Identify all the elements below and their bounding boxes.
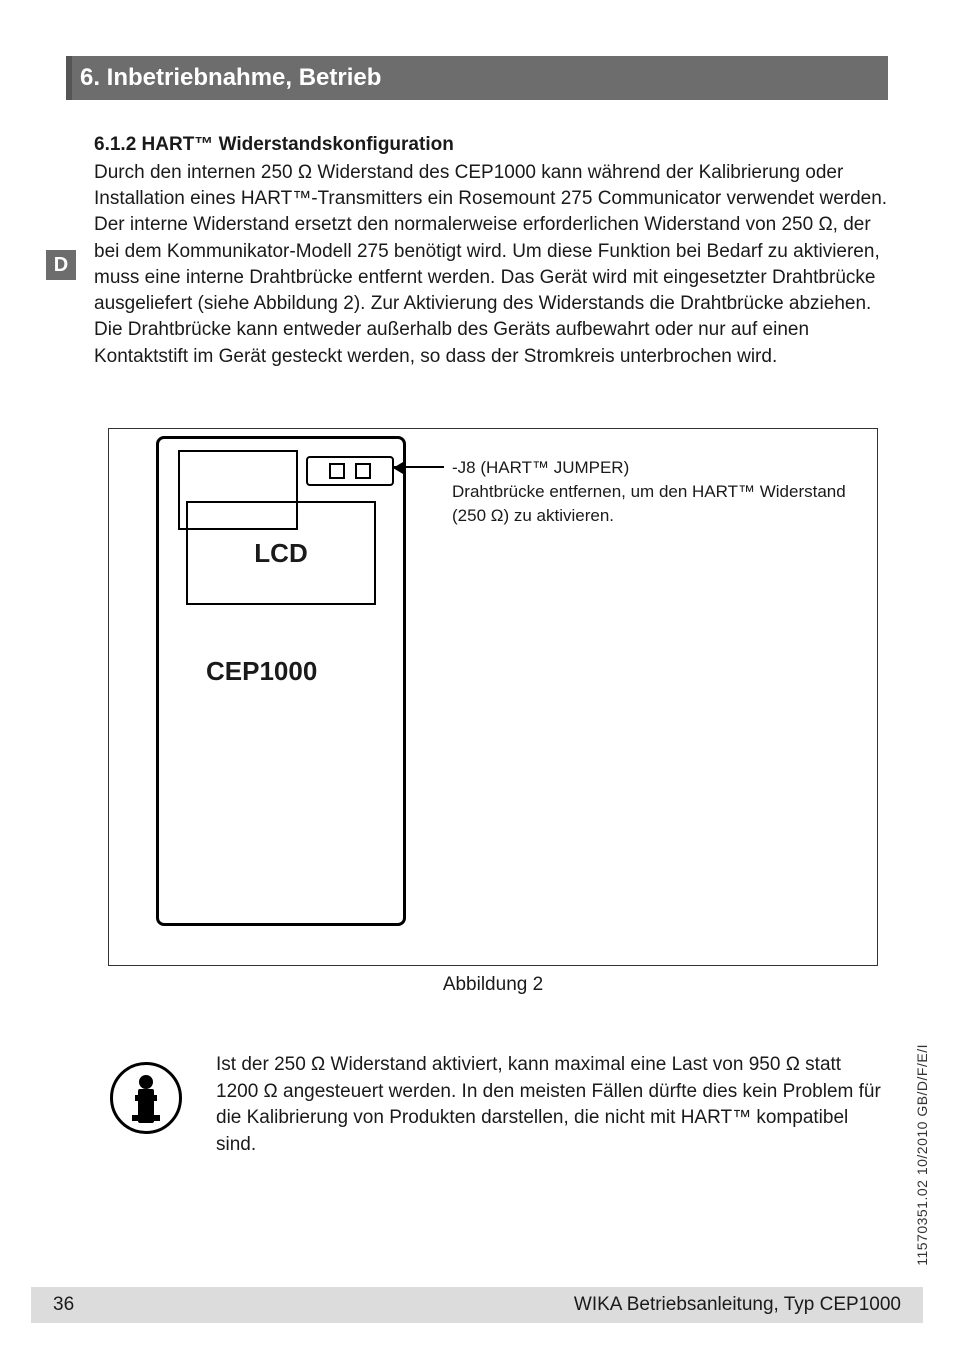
document-code-sidebar: 11570351.02 10/2010 GB/D/F/E/I xyxy=(914,1044,930,1266)
page-number: 36 xyxy=(53,1294,74,1316)
device-label: CEP1000 xyxy=(206,656,317,687)
figure-caption: Abbildung 2 xyxy=(108,974,878,996)
jumper-pin-2 xyxy=(355,463,371,479)
info-note-text: Ist der 250 Ω Widerstand aktiviert, kann… xyxy=(216,1052,886,1158)
info-icon xyxy=(110,1062,182,1134)
heading-accent xyxy=(66,56,72,100)
jumper-callout-text: -J8 (HART™ JUMPER) Drahtbrücke entfernen… xyxy=(452,456,862,527)
lcd-box: LCD xyxy=(186,501,376,605)
jumper-line-1: -J8 (HART™ JUMPER) xyxy=(452,456,862,480)
jumper-line-2: Drahtbrücke entfernen, um den HART™ Wide… xyxy=(452,480,862,528)
lcd-label: LCD xyxy=(254,538,307,569)
footer-text: WIKA Betriebsanleitung, Typ CEP1000 xyxy=(574,1294,901,1316)
body-paragraph: Durch den internen 250 Ω Widerstand des … xyxy=(94,160,888,370)
page-footer: 36 WIKA Betriebsanleitung, Typ CEP1000 xyxy=(31,1287,923,1323)
language-badge-text: D xyxy=(54,254,68,277)
jumper-pin-1 xyxy=(329,463,345,479)
section-heading-bar: 6. Inbetriebnahme, Betrieb xyxy=(66,56,888,100)
language-badge: D xyxy=(46,250,76,280)
section-heading-text: 6. Inbetriebnahme, Betrieb xyxy=(80,64,381,92)
jumper-callout-line xyxy=(394,466,444,468)
subsection-title: 6.1.2 HART™ Widerstandskonfiguration xyxy=(94,134,454,156)
jumper-slot xyxy=(306,456,394,486)
